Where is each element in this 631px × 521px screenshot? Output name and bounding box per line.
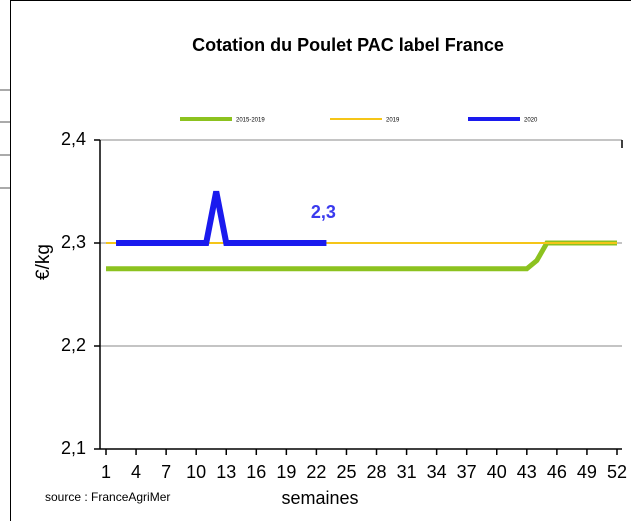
x-tick-label: 22 bbox=[306, 462, 326, 482]
y-tick-label: 2,4 bbox=[61, 129, 86, 149]
x-tick-label: 28 bbox=[367, 462, 387, 482]
x-tick-label: 19 bbox=[276, 462, 296, 482]
x-tick-label: 46 bbox=[547, 462, 567, 482]
x-tick-label: 52 bbox=[607, 462, 627, 482]
x-tick-label: 1 bbox=[101, 462, 111, 482]
x-tick-label: 25 bbox=[336, 462, 356, 482]
x-axis-label: semaines bbox=[281, 488, 358, 508]
x-tick-label: 34 bbox=[427, 462, 447, 482]
x-tick-label: 16 bbox=[246, 462, 266, 482]
y-tick-label: 2,1 bbox=[61, 438, 86, 458]
data-label: 2,3 bbox=[311, 202, 336, 222]
series-line bbox=[106, 240, 617, 272]
x-tick-label: 10 bbox=[186, 462, 206, 482]
frame bbox=[10, 0, 631, 521]
x-tick-label: 37 bbox=[457, 462, 477, 482]
left-edge-lines bbox=[0, 89, 10, 189]
x-tick-label: 13 bbox=[216, 462, 236, 482]
x-tick-label: 31 bbox=[397, 462, 417, 482]
x-tick-label: 7 bbox=[161, 462, 171, 482]
y-tick-label: 2,2 bbox=[61, 335, 86, 355]
legend-label: 2015-2019 bbox=[236, 118, 265, 124]
chart-title: Cotation du Poulet PAC label France bbox=[192, 35, 504, 55]
x-tick-label: 4 bbox=[131, 462, 141, 482]
legend-label: 2019 bbox=[386, 118, 400, 124]
x-tick-label: 43 bbox=[517, 462, 537, 482]
source: source : FranceAgriMer bbox=[45, 490, 170, 504]
series-line bbox=[116, 190, 327, 246]
x-tick-label: 40 bbox=[487, 462, 507, 482]
y-tick-label: 2,3 bbox=[61, 232, 86, 252]
legend-label: 2020 bbox=[524, 118, 538, 124]
y-axis-label: €/kg bbox=[33, 244, 54, 280]
x-tick-label: 49 bbox=[577, 462, 597, 482]
